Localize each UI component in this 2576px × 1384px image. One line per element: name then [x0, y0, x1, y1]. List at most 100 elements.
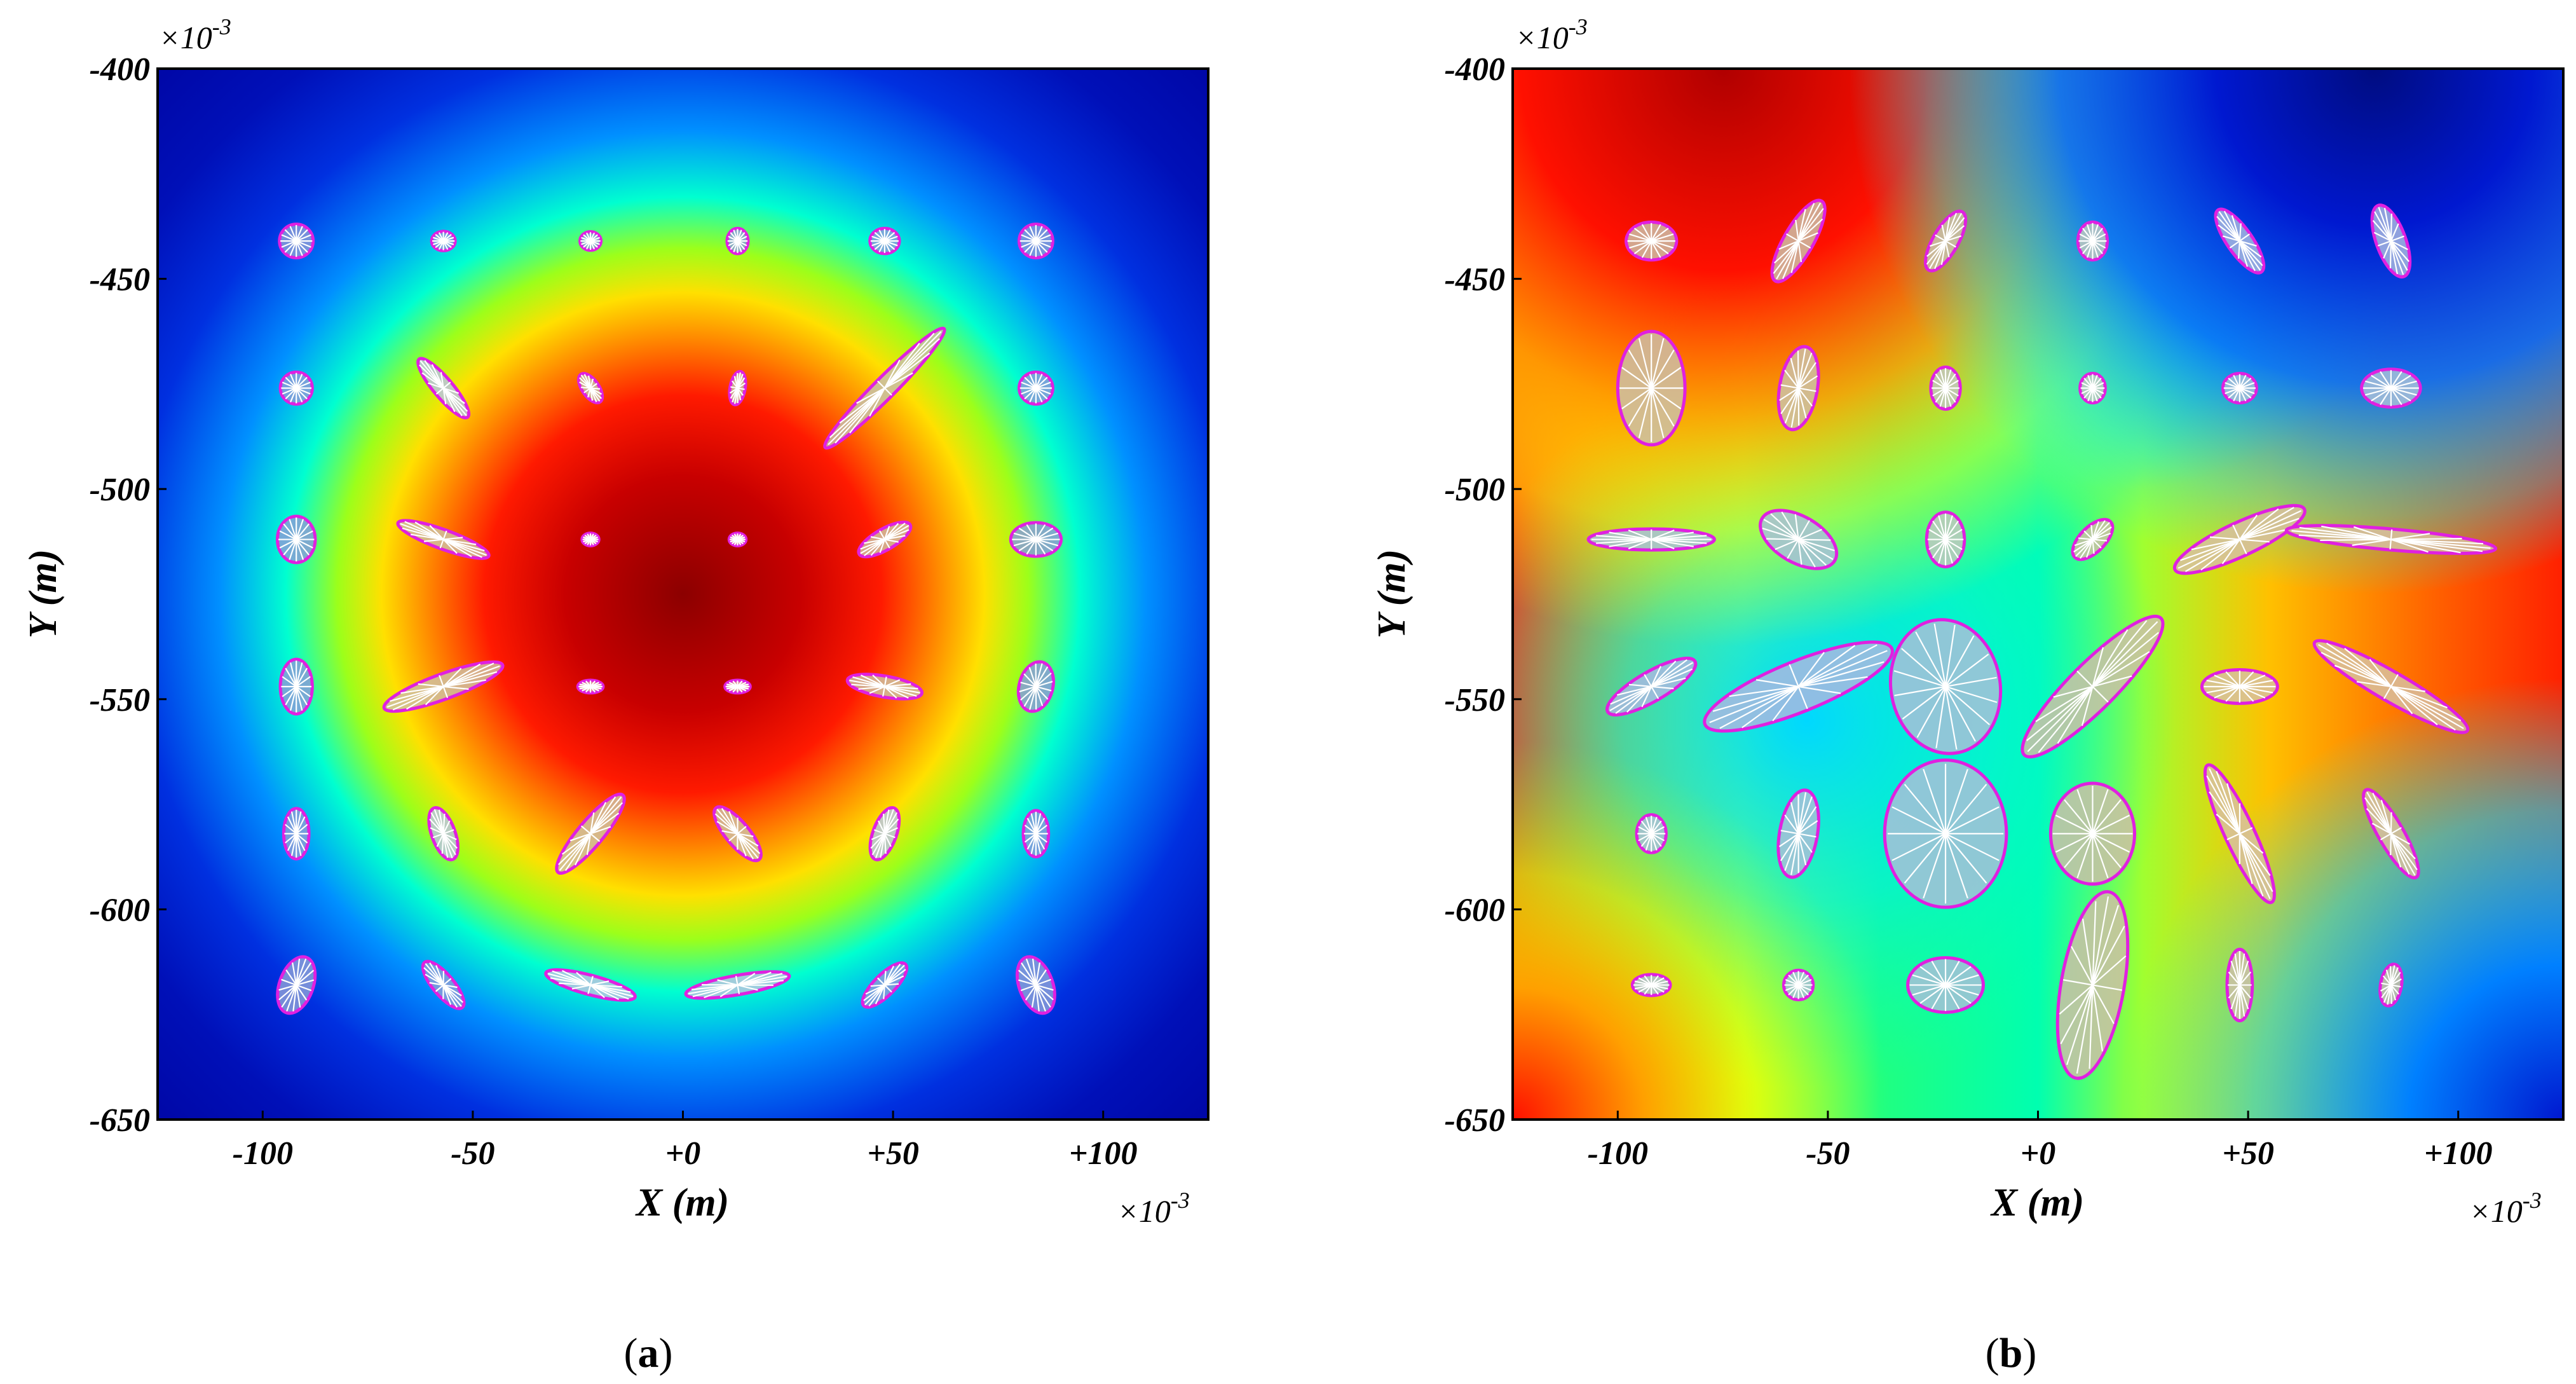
ellipse-spoke [2320, 652, 2462, 722]
ellipse-spoke [1596, 535, 1707, 544]
uncertainty-ellipse [2172, 504, 2307, 575]
uncertainty-ellipse [430, 230, 457, 252]
ellipse-spoke [1719, 644, 1877, 729]
ellipse-spoke [1615, 659, 1687, 714]
ellipse-spoke [1762, 527, 1835, 552]
y-tick-label: -500 [90, 472, 150, 508]
uncertainty-ellipse [1929, 365, 1962, 411]
ellipse-spoke [730, 536, 746, 543]
x-tick-label: +100 [1069, 1135, 1138, 1172]
uncertainty-ellipse [723, 678, 752, 695]
uncertainty-ellipse [1782, 968, 1815, 1002]
ellipse-spoke [1021, 381, 1051, 395]
ellipse-spoke [692, 973, 783, 997]
uncertainty-ellipse [555, 792, 626, 875]
ellipse-spoke [282, 676, 311, 697]
heatmap-field-a [158, 69, 1208, 1120]
uncertainty-ellipse [684, 970, 791, 1000]
ticks-b: -100 -50 +0 +50 +100 -400 -450 -500 -550 -600 -650 [1445, 51, 2493, 1172]
uncertainty-ellipse [2362, 788, 2420, 880]
ellipse-layer-a [275, 223, 1063, 1015]
ellipse-spoke [864, 523, 906, 556]
ellipse-spoke [2206, 775, 2273, 893]
uncertainty-ellipse [725, 226, 750, 256]
y-multiplier-a: ×10-3 [159, 14, 231, 55]
uncertainty-ellipse [580, 531, 601, 547]
uncertainty-ellipse [1925, 510, 1966, 569]
ellipse-spoke [1891, 806, 2000, 861]
x-tick-label: -100 [233, 1135, 293, 1172]
uncertainty-ellipse [2221, 371, 2258, 405]
uncertainty-ellipse [578, 230, 603, 252]
ellipse-spoke [279, 530, 313, 549]
uncertainty-ellipse [1016, 660, 1055, 713]
uncertainty-ellipse [1017, 223, 1054, 260]
uncertainty-ellipse [2071, 517, 2115, 561]
y-tick-label: -450 [90, 262, 150, 298]
x-tick-label: -100 [1588, 1135, 1648, 1172]
ellipse-spoke [871, 235, 898, 247]
uncertainty-ellipse [576, 678, 605, 695]
y-tick-label: -650 [90, 1102, 150, 1139]
uncertainty-ellipse [1021, 809, 1051, 859]
uncertainty-ellipse [823, 326, 946, 450]
x-axis-label-b: X (m) [1990, 1181, 2084, 1224]
uncertainty-ellipse [2055, 890, 2130, 1080]
ellipse-spoke [436, 820, 451, 847]
uncertainty-ellipse [2370, 203, 2412, 279]
ellipse-spoke [2298, 534, 2484, 545]
ellipse-spoke [564, 796, 617, 871]
ellipse-spoke [419, 364, 468, 412]
uncertainty-ellipse [2200, 668, 2279, 705]
x-multiplier-a: ×10-3 [1117, 1188, 1190, 1229]
uncertainty-ellipse [861, 961, 909, 1009]
ellipse-spoke [2080, 520, 2106, 559]
panel-a: -100 -50 +0 +50 +100 -400 -450 -500 -550 -600 -650… [22, 14, 1210, 1376]
uncertainty-ellipse [1635, 813, 1668, 854]
y-multiplier-b: ×10-3 [1515, 14, 1588, 55]
ellipse-spoke [550, 977, 631, 993]
uncertainty-ellipse [382, 660, 505, 713]
ellipse-spoke [402, 527, 485, 552]
ellipse-spoke [1638, 826, 1665, 842]
uncertainty-ellipse [1630, 973, 1672, 997]
uncertainty-ellipse [416, 357, 471, 420]
uncertainty-ellipse [275, 514, 317, 565]
ellipse-spoke [2079, 233, 2106, 249]
ellipse-spoke [579, 377, 603, 399]
ellipse-spoke [2225, 382, 2255, 394]
uncertainty-ellipse [427, 806, 460, 861]
uncertainty-ellipse [1625, 220, 1679, 262]
heatmap-field-b [1513, 69, 2563, 1120]
ellipse-spoke [868, 963, 901, 1007]
ellipse-spoke [282, 381, 311, 395]
ellipse-spoke [2055, 814, 2130, 853]
uncertainty-ellipse [2021, 614, 2165, 759]
uncertainty-ellipse [2360, 367, 2422, 409]
ellipse-spoke [1013, 532, 1059, 547]
uncertainty-ellipse [278, 657, 314, 716]
uncertainty-ellipse [1015, 955, 1056, 1015]
uncertainty-ellipse [727, 531, 748, 547]
uncertainty-ellipse [2048, 781, 2137, 886]
ellipse-spoke [726, 683, 749, 690]
uncertainty-ellipse [1703, 640, 1894, 733]
ellipse-spoke [2365, 380, 2417, 396]
y-axis-label-a: Y (m) [22, 549, 65, 639]
x-tick-label: +0 [665, 1135, 701, 1172]
y-tick-label: -650 [1445, 1102, 1505, 1139]
x-axis-label-a: X (m) [635, 1181, 729, 1224]
ellipse-spoke [1024, 825, 1047, 843]
x-multiplier-b: ×10-3 [2469, 1188, 2542, 1229]
uncertainty-ellipse [712, 805, 763, 863]
ellipse-spoke [1902, 654, 1989, 720]
y-tick-label: -500 [1445, 472, 1505, 508]
x-tick-label: +50 [867, 1135, 919, 1172]
uncertainty-ellipse [1009, 521, 1063, 558]
ellipse-spoke [851, 683, 918, 690]
ellipse-spoke [2184, 507, 2294, 572]
y-tick-label: -550 [90, 682, 150, 718]
x-tick-label: -50 [1806, 1135, 1850, 1172]
ellipse-spoke [1621, 367, 1682, 409]
ellipse-spoke [281, 234, 311, 248]
